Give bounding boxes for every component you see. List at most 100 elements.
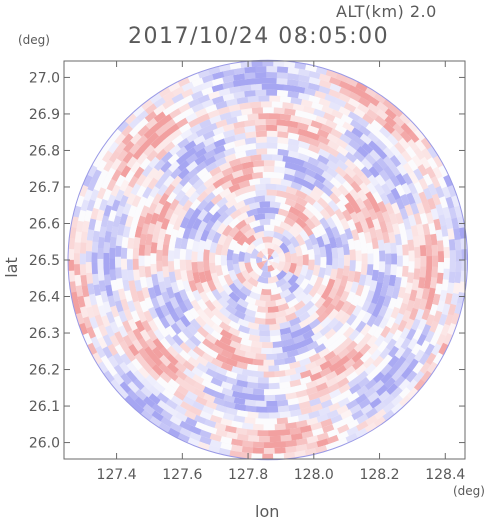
radar-gate-cell <box>178 122 192 134</box>
radar-gate-cell <box>236 96 249 105</box>
radar-gate-cell <box>408 214 417 227</box>
radar-gate-cell <box>188 307 200 320</box>
radar-gate-cell <box>202 323 215 335</box>
radar-gate-cell <box>394 276 402 289</box>
radar-gate-cell <box>374 183 386 196</box>
radar-gate-cell <box>305 441 319 450</box>
radar-gate-cell <box>201 98 215 109</box>
radar-gate-cell <box>345 303 357 317</box>
radar-gate-cell <box>275 277 287 288</box>
radar-gate-cell <box>361 284 371 298</box>
radar-gate-cell <box>77 295 86 308</box>
radar-gate-cell <box>315 115 328 125</box>
radar-gate-cell <box>244 137 257 145</box>
radar-gate-cell <box>284 292 297 304</box>
radar-gate-cell <box>342 243 350 256</box>
radar-gate-cell <box>375 228 384 241</box>
radar-gate-cell <box>233 91 246 99</box>
radar-gate-cell <box>238 179 251 189</box>
radar-gate-cell <box>316 438 329 448</box>
radar-gate-cell <box>308 233 319 246</box>
radar-gate-cell <box>263 447 275 454</box>
y-tick-label: 26.3 <box>29 326 60 342</box>
radar-gate-cell <box>277 302 290 312</box>
radar-gate-cell <box>382 99 396 111</box>
radar-gate-cell <box>402 292 411 305</box>
radar-gate-cell <box>159 316 171 329</box>
radar-gate-cell <box>221 166 235 177</box>
radar-gate-cell <box>282 229 294 241</box>
radar-gate-cell <box>353 271 361 284</box>
radar-gate-cell <box>80 274 88 287</box>
radar-gate-cell <box>287 67 300 75</box>
radar-gate-cell <box>283 173 296 182</box>
radar-gate-cell <box>314 296 326 309</box>
radar-gate-cell <box>285 392 297 400</box>
radar-gate-cell <box>278 429 291 436</box>
radar-gate-cell <box>294 62 307 70</box>
radar-gate-cell <box>192 178 205 191</box>
radar-gate-cell <box>92 154 103 168</box>
radar-gate-cell <box>210 314 223 327</box>
radar-gate-cell <box>199 410 212 421</box>
radar-gate-cell <box>204 425 218 435</box>
radar-gate-cell <box>136 134 149 147</box>
radar-gate-cell <box>119 212 129 226</box>
radar-gate-cell <box>383 155 395 169</box>
radar-gate-cell <box>295 234 306 247</box>
radar-gate-cell <box>373 334 386 348</box>
radar-gate-cell <box>288 361 301 370</box>
radar-gate-cell <box>170 167 182 180</box>
radar-gate-cell <box>222 123 236 132</box>
radar-gate-cell <box>185 289 196 303</box>
radar-gate-cell <box>376 108 389 121</box>
radar-gate-cell <box>298 311 311 323</box>
radar-gate-cell <box>436 300 446 313</box>
radar-gate-cell <box>174 189 186 202</box>
radar-gate-cell <box>204 219 215 232</box>
radar-gate-cell <box>422 173 434 187</box>
radar-gate-cell <box>276 78 289 85</box>
radar-gate-cell <box>300 99 314 108</box>
radar-gate-cell <box>205 368 218 379</box>
radar-gate-cell <box>413 212 423 226</box>
radar-gate-cell <box>277 131 290 139</box>
radar-gate-cell <box>382 401 395 414</box>
radar-gate-cell <box>214 254 222 266</box>
radar-gate-cell <box>267 207 280 215</box>
radar-gate-cell <box>162 105 176 117</box>
radar-gate-cell <box>143 144 156 157</box>
radar-gate-cell <box>311 427 324 437</box>
radar-gate-cell <box>392 123 405 136</box>
radar-gate-cell <box>460 238 468 250</box>
radar-gate-cell <box>418 277 426 289</box>
radar-gate-cell <box>109 258 116 270</box>
radar-gate-cell <box>279 221 292 232</box>
radar-gate-cell <box>394 355 407 369</box>
radar-gate-cell <box>317 347 331 359</box>
radar-gate-cell <box>252 447 264 454</box>
radar-gate-cell <box>401 347 413 360</box>
radar-gate-cell <box>410 343 422 356</box>
radar-gate-cell <box>408 130 420 144</box>
radar-gate-cell <box>354 393 368 405</box>
radar-gate-cell <box>255 406 268 413</box>
radar-gate-cell <box>235 427 248 435</box>
radar-gate-cell <box>295 189 308 200</box>
radar-gate-cell <box>267 260 271 266</box>
radar-gate-cell <box>95 345 106 359</box>
radar-gate-cell <box>75 284 84 297</box>
radar-gate-cell <box>454 271 462 284</box>
radar-gate-cell <box>102 300 112 314</box>
radar-gate-cell <box>264 318 277 325</box>
radar-gate-cell <box>158 129 171 142</box>
radar-gate-cell <box>177 432 190 443</box>
radar-gate-cell <box>390 386 403 399</box>
radar-gate-cell <box>209 241 218 254</box>
radar-gate-cell <box>339 290 350 304</box>
radar-gate-cell <box>73 252 80 265</box>
radar-gate-cell <box>324 328 337 340</box>
radar-gate-cell <box>264 254 269 260</box>
radar-gate-cell <box>338 322 351 335</box>
radar-gate-cell <box>301 336 314 347</box>
